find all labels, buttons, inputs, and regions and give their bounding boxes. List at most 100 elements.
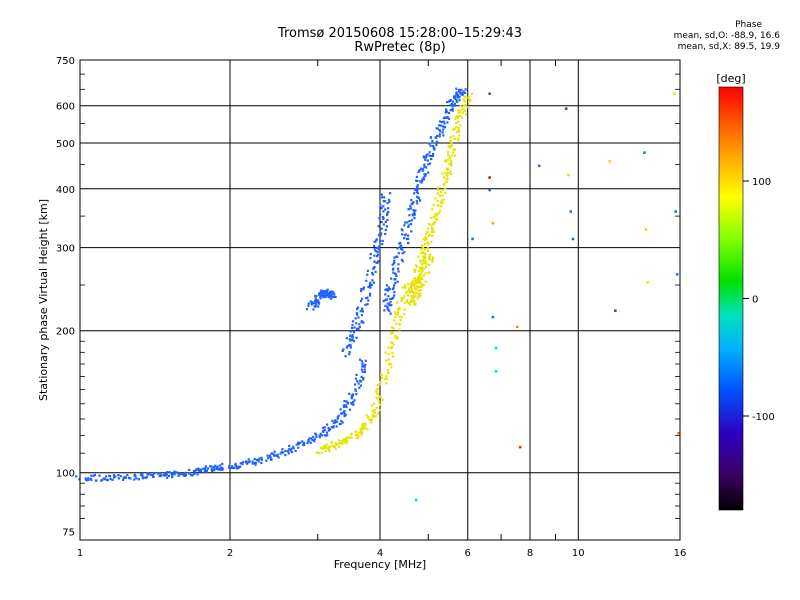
trace-point xyxy=(307,302,310,305)
trace-point xyxy=(314,432,317,435)
trace-point xyxy=(360,297,364,300)
trace-point xyxy=(380,207,383,210)
trace-point xyxy=(380,232,383,235)
trace-point xyxy=(431,259,434,262)
trace-point xyxy=(401,260,404,263)
trace-point xyxy=(431,260,434,263)
trace-point xyxy=(289,449,292,452)
trace-point xyxy=(423,242,427,246)
trace-point xyxy=(361,370,364,373)
trace-point xyxy=(419,180,422,183)
echo-point xyxy=(675,273,679,276)
trace-point xyxy=(440,120,443,124)
trace-point xyxy=(181,473,184,476)
trace-point xyxy=(411,300,414,303)
trace-point xyxy=(417,170,420,173)
echo-point xyxy=(643,151,646,154)
trace-point xyxy=(384,233,387,236)
echo-point xyxy=(571,237,575,241)
trace-point xyxy=(382,223,385,226)
trace-point xyxy=(310,301,313,304)
trace-point xyxy=(409,286,413,289)
trace-point xyxy=(331,444,334,448)
trace-point xyxy=(382,200,385,203)
trace-point xyxy=(299,441,302,444)
trace-point xyxy=(367,416,370,419)
trace-point xyxy=(203,467,207,470)
trace-point xyxy=(117,474,120,477)
trace-point xyxy=(385,377,389,381)
trace-point xyxy=(385,225,388,228)
trace-point xyxy=(455,122,458,125)
trace-point xyxy=(345,337,348,340)
trace-point xyxy=(326,434,329,437)
trace-point xyxy=(361,426,364,429)
trace-point xyxy=(425,262,428,265)
trace-point xyxy=(414,295,417,298)
trace-point xyxy=(453,102,456,105)
trace-point xyxy=(371,410,374,413)
trace-point xyxy=(412,296,415,299)
trace-point xyxy=(313,438,316,441)
trace-point xyxy=(378,383,381,386)
trace-point xyxy=(322,430,325,433)
trace-point xyxy=(321,426,325,430)
trace-point xyxy=(462,107,465,110)
trace-point xyxy=(268,454,271,457)
trace-point xyxy=(319,295,322,298)
trace-point xyxy=(467,96,470,99)
trace-point xyxy=(171,472,174,475)
trace-point xyxy=(386,218,389,222)
trace-point xyxy=(349,344,352,347)
trace-point xyxy=(334,447,337,450)
trace-point xyxy=(424,156,427,159)
chart-title: Tromsø 20150608 15:28:00–15:29:43 xyxy=(277,26,523,41)
trace-point xyxy=(343,415,346,418)
trace-point xyxy=(356,306,360,309)
trace-point xyxy=(379,403,382,406)
trace-point xyxy=(455,100,458,103)
trace-point xyxy=(408,287,411,290)
trace-point xyxy=(371,279,374,282)
trace-point xyxy=(219,468,222,471)
trace-point xyxy=(389,297,392,300)
trace-point xyxy=(349,346,352,349)
trace-point xyxy=(365,279,368,282)
trace-point xyxy=(356,308,359,311)
trace-point xyxy=(392,286,395,289)
trace-point xyxy=(87,478,90,481)
trace-point xyxy=(286,450,289,453)
trace-point xyxy=(290,451,294,454)
trace-point xyxy=(392,343,395,346)
trace-point xyxy=(373,240,376,243)
trace-point xyxy=(165,473,168,476)
trace-point xyxy=(326,289,329,292)
trace-point xyxy=(430,224,433,227)
trace-point xyxy=(358,326,361,329)
trace-point xyxy=(352,403,355,406)
trace-point xyxy=(407,208,410,211)
echo-point xyxy=(673,92,676,95)
trace-point xyxy=(419,289,422,292)
trace-point xyxy=(396,255,399,258)
trace-point xyxy=(323,292,327,295)
trace-point xyxy=(386,212,389,215)
trace-point xyxy=(428,154,431,157)
trace-point xyxy=(274,454,277,457)
trace-point xyxy=(398,328,401,331)
trace-point xyxy=(449,99,452,102)
trace-point xyxy=(444,172,447,175)
trace-point xyxy=(433,213,436,216)
trace-point xyxy=(360,314,363,317)
trace-point xyxy=(414,209,417,212)
trace-point xyxy=(251,462,254,465)
trace-point xyxy=(412,284,415,287)
trace-point xyxy=(416,279,419,283)
trace-point xyxy=(410,219,413,222)
trace-point xyxy=(469,99,472,102)
trace-point xyxy=(446,121,449,124)
trace-point xyxy=(449,172,453,176)
trace-point xyxy=(392,327,395,330)
trace-point xyxy=(333,293,336,296)
x-tick-label: 16 xyxy=(674,548,687,559)
